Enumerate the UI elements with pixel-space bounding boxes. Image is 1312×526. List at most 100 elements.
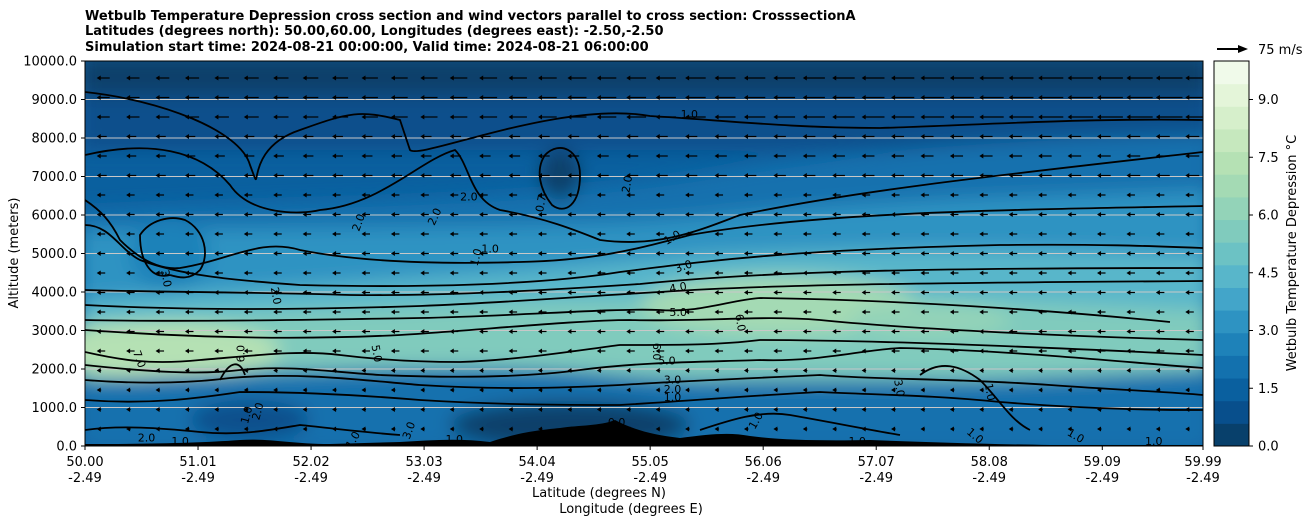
wind-vector bbox=[1155, 114, 1183, 120]
wind-vector-head bbox=[626, 387, 631, 393]
wind-vector bbox=[420, 368, 425, 373]
wind-vector-head bbox=[1155, 75, 1160, 81]
wind-vector-head bbox=[891, 270, 896, 276]
wind-vector-head bbox=[1008, 407, 1013, 412]
wind-vector bbox=[449, 212, 459, 217]
wind-vector-head bbox=[1185, 95, 1190, 100]
wind-vector-head bbox=[714, 348, 719, 354]
wind-vector-head bbox=[184, 348, 189, 354]
wind-vector bbox=[273, 95, 289, 100]
wind-vector-head bbox=[1097, 114, 1102, 120]
wind-vector-head bbox=[1038, 153, 1043, 159]
wind-vector bbox=[1185, 75, 1203, 81]
wind-vector-head bbox=[714, 114, 719, 120]
wind-vector-head bbox=[243, 75, 248, 81]
wind-vector bbox=[361, 192, 370, 198]
contour-line bbox=[538, 147, 581, 210]
wind-vector bbox=[743, 75, 766, 81]
wind-vector bbox=[214, 270, 223, 276]
wind-vector-head bbox=[1067, 114, 1072, 120]
wind-vector-head bbox=[361, 407, 366, 412]
contour-label: 1.0 bbox=[681, 108, 699, 121]
wind-vector-head bbox=[126, 114, 131, 120]
wind-vector-head bbox=[273, 270, 278, 276]
wind-vector-head bbox=[891, 407, 896, 412]
wind-vector bbox=[1038, 173, 1052, 178]
wind-vector-head bbox=[714, 231, 719, 237]
wind-vector-head bbox=[1038, 75, 1043, 81]
wind-vector bbox=[273, 251, 282, 256]
wind-vector-head bbox=[802, 348, 807, 354]
wind-vector-head bbox=[1038, 426, 1043, 432]
wind-vector bbox=[1038, 95, 1064, 100]
wind-vector-head bbox=[1097, 329, 1102, 334]
wind-vector-head bbox=[155, 153, 160, 159]
wind-vector bbox=[302, 231, 312, 237]
wind-vector-head bbox=[596, 348, 601, 354]
wind-vector-head bbox=[655, 95, 660, 100]
wind-vector-head bbox=[155, 95, 160, 100]
wind-vector bbox=[1067, 95, 1094, 100]
wind-vector bbox=[891, 231, 900, 237]
wind-vector bbox=[508, 212, 518, 217]
wind-vector-head bbox=[126, 387, 131, 393]
wind-vector-head bbox=[1097, 270, 1102, 276]
wind-vector bbox=[567, 387, 572, 393]
wind-vector bbox=[361, 212, 370, 217]
wind-vector-head bbox=[685, 407, 690, 412]
wind-vector bbox=[1008, 192, 1018, 198]
wind-vector-head bbox=[832, 231, 837, 237]
wind-vector-head bbox=[214, 251, 219, 256]
wind-vector-head bbox=[596, 329, 601, 334]
wind-vector-head bbox=[390, 251, 395, 256]
wind-vector-head bbox=[96, 153, 101, 159]
wind-vector-head bbox=[96, 387, 101, 393]
wind-vector bbox=[773, 368, 778, 373]
wind-vector bbox=[508, 95, 527, 100]
wind-vector bbox=[1097, 329, 1106, 334]
wind-vector-head bbox=[861, 173, 866, 178]
wind-vector bbox=[184, 407, 190, 412]
colorbar-tick-label: 0.0 bbox=[1258, 440, 1279, 455]
wind-vector-head bbox=[479, 212, 484, 217]
wind-vector bbox=[1067, 192, 1077, 198]
wind-vector-head bbox=[538, 75, 543, 81]
colorbar-frame bbox=[1213, 60, 1250, 447]
x-tick-label-lat: 57.07 bbox=[858, 455, 895, 470]
wind-vector bbox=[1185, 114, 1203, 120]
wind-vector-head bbox=[1008, 290, 1013, 295]
contour-label: 3.0 bbox=[891, 378, 907, 397]
wind-vector bbox=[390, 153, 403, 159]
wind-vector bbox=[420, 270, 429, 276]
wind-vector bbox=[567, 192, 576, 198]
wind-vector-head bbox=[155, 75, 160, 81]
wind-vector bbox=[1008, 270, 1018, 276]
wind-vector bbox=[361, 270, 370, 276]
wind-vector-head bbox=[832, 290, 837, 295]
wind-vector-head bbox=[1185, 329, 1190, 334]
wind-vector-head bbox=[802, 134, 807, 139]
wind-vector bbox=[626, 329, 635, 334]
wind-vector-head bbox=[126, 134, 131, 139]
wind-vector bbox=[832, 212, 841, 217]
wind-vector bbox=[184, 212, 194, 217]
wind-vector bbox=[155, 348, 165, 354]
wind-vector bbox=[1126, 270, 1135, 276]
wind-vector bbox=[243, 134, 255, 139]
wind-vector-head bbox=[596, 368, 601, 373]
wind-vector-head bbox=[449, 270, 454, 276]
wind-vector-head bbox=[508, 329, 513, 334]
wind-vector bbox=[184, 329, 194, 334]
wind-vector bbox=[361, 153, 373, 159]
wind-vector bbox=[302, 192, 312, 198]
wind-vector-head bbox=[773, 95, 778, 100]
wind-vector bbox=[479, 251, 488, 256]
wind-vector bbox=[979, 407, 984, 412]
colorbar-label: Wetbulb Temperature Depression °C bbox=[1285, 135, 1300, 372]
wind-vector bbox=[479, 75, 498, 81]
wind-vector bbox=[243, 426, 249, 432]
wind-vector bbox=[743, 426, 749, 432]
wind-vector bbox=[508, 251, 518, 256]
wind-vector-head bbox=[567, 134, 572, 139]
wind-vector bbox=[96, 134, 107, 139]
